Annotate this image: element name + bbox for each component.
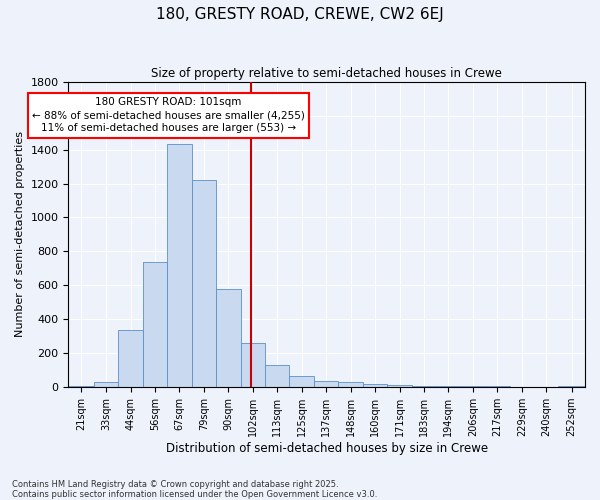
Bar (314, 382, 338, 387)
X-axis label: Distribution of semi-detached houses by size in Crewe: Distribution of semi-detached houses by … (166, 442, 488, 455)
Bar (338, 382, 363, 387)
Bar (216, 289, 241, 387)
Bar (94, 382, 118, 387)
Bar (412, 386, 436, 387)
Bar (461, 386, 485, 387)
Text: 180, GRESTY ROAD, CREWE, CW2 6EJ: 180, GRESTY ROAD, CREWE, CW2 6EJ (156, 8, 444, 22)
Title: Size of property relative to semi-detached houses in Crewe: Size of property relative to semi-detach… (151, 68, 502, 80)
Text: 180 GRESTY ROAD: 101sqm
← 88% of semi-detached houses are smaller (4,255)
11% of: 180 GRESTY ROAD: 101sqm ← 88% of semi-de… (32, 97, 305, 134)
Bar (118, 330, 143, 387)
Bar (387, 384, 412, 387)
Bar (167, 144, 192, 387)
Bar (241, 343, 265, 387)
Bar (192, 180, 216, 387)
Y-axis label: Number of semi-detached properties: Number of semi-detached properties (15, 132, 25, 338)
Text: Contains HM Land Registry data © Crown copyright and database right 2025.
Contai: Contains HM Land Registry data © Crown c… (12, 480, 377, 499)
Bar (143, 262, 167, 387)
Bar (68, 386, 94, 387)
Bar (436, 386, 461, 387)
Bar (289, 376, 314, 387)
Bar (509, 386, 534, 387)
Bar (559, 386, 585, 387)
Bar (363, 384, 387, 387)
Bar (485, 386, 509, 387)
Bar (265, 365, 289, 387)
